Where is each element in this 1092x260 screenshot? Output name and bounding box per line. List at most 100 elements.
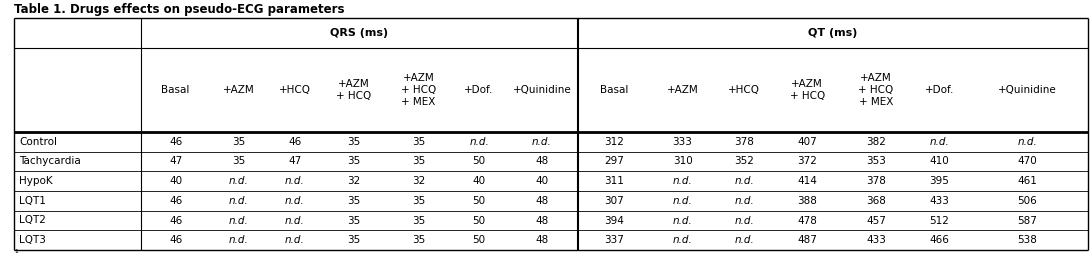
Text: 46: 46 <box>169 216 182 225</box>
Text: 478: 478 <box>797 216 817 225</box>
Text: n.d.: n.d. <box>673 235 692 245</box>
Text: Basal: Basal <box>162 85 190 95</box>
Text: 470: 470 <box>1018 157 1037 166</box>
Text: 35: 35 <box>347 137 360 147</box>
Text: 35: 35 <box>233 157 246 166</box>
Text: 587: 587 <box>1018 216 1037 225</box>
Text: 32: 32 <box>347 176 360 186</box>
Text: 48: 48 <box>535 216 548 225</box>
Text: 506: 506 <box>1018 196 1037 206</box>
Text: 35: 35 <box>233 137 246 147</box>
Text: +AZM
+ HCQ: +AZM + HCQ <box>790 79 824 101</box>
Text: 47: 47 <box>288 157 301 166</box>
Text: +AZM
+ HCQ: +AZM + HCQ <box>335 79 371 101</box>
Text: 414: 414 <box>797 176 817 186</box>
Text: n.d.: n.d. <box>673 176 692 186</box>
Text: 466: 466 <box>929 235 949 245</box>
Text: n.d.: n.d. <box>229 216 249 225</box>
Text: +Dof.: +Dof. <box>464 85 494 95</box>
Text: 50: 50 <box>473 157 486 166</box>
Text: Control: Control <box>19 137 57 147</box>
Text: n.d.: n.d. <box>229 196 249 206</box>
Text: 378: 378 <box>866 176 886 186</box>
Text: 35: 35 <box>412 157 425 166</box>
Text: +Quinidine: +Quinidine <box>998 85 1057 95</box>
Text: 487: 487 <box>797 235 817 245</box>
Text: n.d.: n.d. <box>285 176 305 186</box>
Text: 35: 35 <box>412 235 425 245</box>
Text: 311: 311 <box>605 176 625 186</box>
Text: 47: 47 <box>169 157 182 166</box>
Text: n.d.: n.d. <box>532 137 551 147</box>
Text: 395: 395 <box>929 176 949 186</box>
Text: 48: 48 <box>535 157 548 166</box>
Text: 457: 457 <box>866 216 886 225</box>
Text: ¹: ¹ <box>14 249 17 258</box>
Text: 35: 35 <box>412 137 425 147</box>
Text: 50: 50 <box>473 196 486 206</box>
Text: 297: 297 <box>605 157 625 166</box>
Text: 46: 46 <box>288 137 301 147</box>
Text: n.d.: n.d. <box>229 235 249 245</box>
Text: n.d.: n.d. <box>673 216 692 225</box>
Text: +HCQ: +HCQ <box>728 85 760 95</box>
Text: +Quinidine: +Quinidine <box>512 85 571 95</box>
Text: Table 1. Drugs effects on pseudo-ECG parameters: Table 1. Drugs effects on pseudo-ECG par… <box>14 3 344 16</box>
Text: +AZM: +AZM <box>667 85 699 95</box>
Text: 307: 307 <box>605 196 625 206</box>
Text: 35: 35 <box>412 196 425 206</box>
Text: 410: 410 <box>929 157 949 166</box>
Text: LQT1: LQT1 <box>19 196 46 206</box>
Text: 40: 40 <box>473 176 486 186</box>
Text: +AZM
+ HCQ
+ MEX: +AZM + HCQ + MEX <box>401 73 436 107</box>
Text: 353: 353 <box>866 157 886 166</box>
Text: 333: 333 <box>673 137 692 147</box>
Text: LQT3: LQT3 <box>19 235 46 245</box>
Text: 407: 407 <box>797 137 817 147</box>
Text: 388: 388 <box>797 196 817 206</box>
Text: 378: 378 <box>735 137 755 147</box>
Text: n.d.: n.d. <box>929 137 949 147</box>
Text: Basal: Basal <box>601 85 629 95</box>
Text: 35: 35 <box>347 196 360 206</box>
Text: 35: 35 <box>347 157 360 166</box>
Text: 312: 312 <box>605 137 625 147</box>
Text: 433: 433 <box>866 235 886 245</box>
Text: 394: 394 <box>605 216 625 225</box>
Text: 433: 433 <box>929 196 949 206</box>
Text: 538: 538 <box>1018 235 1037 245</box>
Text: 337: 337 <box>605 235 625 245</box>
Text: 40: 40 <box>535 176 548 186</box>
Text: LQT2: LQT2 <box>19 216 46 225</box>
Text: +Dof.: +Dof. <box>925 85 954 95</box>
Text: n.d.: n.d. <box>229 176 249 186</box>
Text: n.d.: n.d. <box>735 235 755 245</box>
Text: n.d.: n.d. <box>735 196 755 206</box>
Text: 35: 35 <box>347 235 360 245</box>
Text: QT (ms): QT (ms) <box>808 28 857 38</box>
Text: n.d.: n.d. <box>285 235 305 245</box>
Text: 48: 48 <box>535 235 548 245</box>
Text: Tachycardia: Tachycardia <box>19 157 81 166</box>
Text: 368: 368 <box>866 196 886 206</box>
Text: 512: 512 <box>929 216 949 225</box>
Text: 35: 35 <box>347 216 360 225</box>
Text: n.d.: n.d. <box>285 216 305 225</box>
Text: n.d.: n.d. <box>1018 137 1037 147</box>
Text: 46: 46 <box>169 137 182 147</box>
Text: n.d.: n.d. <box>470 137 489 147</box>
Text: 35: 35 <box>412 216 425 225</box>
Text: 382: 382 <box>866 137 886 147</box>
Text: 48: 48 <box>535 196 548 206</box>
Text: n.d.: n.d. <box>673 196 692 206</box>
Text: n.d.: n.d. <box>285 196 305 206</box>
Text: +HCQ: +HCQ <box>278 85 311 95</box>
Text: +AZM: +AZM <box>223 85 254 95</box>
Text: 46: 46 <box>169 235 182 245</box>
Text: 372: 372 <box>797 157 817 166</box>
Text: n.d.: n.d. <box>735 176 755 186</box>
Text: n.d.: n.d. <box>735 216 755 225</box>
Text: 461: 461 <box>1018 176 1037 186</box>
Text: 46: 46 <box>169 196 182 206</box>
Text: 352: 352 <box>735 157 755 166</box>
